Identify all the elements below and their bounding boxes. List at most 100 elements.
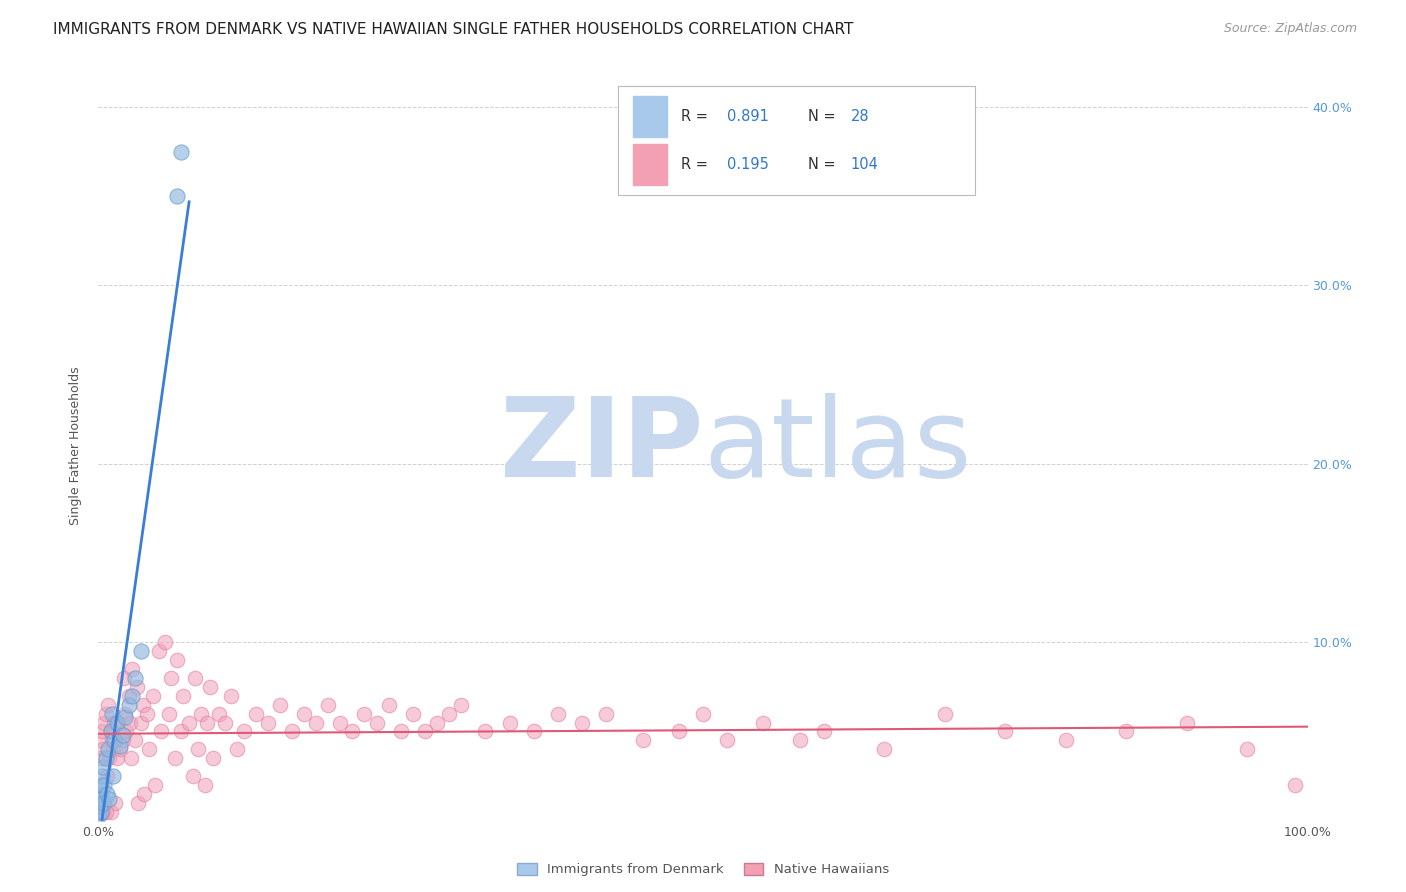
Point xyxy=(93,778,115,792)
Point xyxy=(1284,778,1306,792)
Text: R =: R = xyxy=(682,109,713,124)
Point xyxy=(135,706,157,721)
Point xyxy=(226,742,249,756)
Point xyxy=(813,724,835,739)
Text: 28: 28 xyxy=(851,109,869,124)
Point xyxy=(90,778,112,792)
Text: ZIP: ZIP xyxy=(499,392,703,500)
Text: 0.195: 0.195 xyxy=(727,157,769,172)
Point xyxy=(150,724,173,739)
Point xyxy=(873,742,896,756)
Point xyxy=(413,724,436,739)
Point xyxy=(96,769,118,783)
Point xyxy=(132,698,155,712)
Point xyxy=(112,671,135,685)
Point xyxy=(402,706,425,721)
Point xyxy=(305,715,328,730)
Point xyxy=(118,689,141,703)
Point xyxy=(1054,733,1077,747)
Point xyxy=(208,706,231,721)
Point xyxy=(631,733,654,747)
Point xyxy=(121,662,143,676)
Point xyxy=(89,733,111,747)
Legend: Immigrants from Denmark, Native Hawaiians: Immigrants from Denmark, Native Hawaiian… xyxy=(512,857,894,881)
Point xyxy=(108,739,131,753)
Point xyxy=(179,715,201,730)
Point xyxy=(104,796,127,810)
Point xyxy=(91,760,114,774)
Point xyxy=(100,724,122,739)
Point xyxy=(198,680,221,694)
Point xyxy=(91,792,114,806)
Point xyxy=(107,715,129,730)
Point xyxy=(450,698,472,712)
Point xyxy=(547,706,569,721)
Point xyxy=(114,706,136,721)
Point xyxy=(124,671,146,685)
Point xyxy=(366,715,388,730)
Point xyxy=(389,724,412,739)
Point xyxy=(111,733,134,747)
Point xyxy=(232,724,254,739)
Point xyxy=(124,733,146,747)
Point xyxy=(101,742,124,756)
Point xyxy=(934,706,956,721)
Point xyxy=(111,728,134,742)
Point xyxy=(692,706,714,721)
Point xyxy=(94,751,117,765)
Point xyxy=(292,706,315,721)
Point xyxy=(90,805,112,819)
Point xyxy=(157,706,180,721)
Text: N =: N = xyxy=(808,109,841,124)
Point xyxy=(91,805,114,819)
Point xyxy=(184,671,207,685)
Point xyxy=(281,724,304,739)
Point xyxy=(91,724,114,739)
Point xyxy=(108,742,131,756)
Point xyxy=(93,796,115,810)
Point xyxy=(98,751,121,765)
Point xyxy=(329,715,352,730)
Text: R =: R = xyxy=(682,157,713,172)
Point xyxy=(142,689,165,703)
Point xyxy=(127,796,149,810)
Point xyxy=(91,805,114,819)
Point xyxy=(169,724,191,739)
Point xyxy=(316,698,339,712)
Point xyxy=(256,715,278,730)
Point xyxy=(98,792,121,806)
Point xyxy=(118,698,141,712)
Point xyxy=(172,689,194,703)
Point xyxy=(121,689,143,703)
Point xyxy=(1115,724,1137,739)
FancyBboxPatch shape xyxy=(619,87,976,195)
Point xyxy=(127,680,149,694)
Point xyxy=(118,715,141,730)
Point xyxy=(94,805,117,819)
Point xyxy=(97,698,120,712)
Point xyxy=(160,671,183,685)
Point xyxy=(571,715,593,730)
Text: 104: 104 xyxy=(851,157,879,172)
Point xyxy=(166,653,188,667)
Point xyxy=(668,724,690,739)
Point xyxy=(103,733,125,747)
Text: N =: N = xyxy=(808,157,841,172)
Point xyxy=(221,689,243,703)
Point xyxy=(752,715,775,730)
Point xyxy=(100,724,122,739)
Text: 0.891: 0.891 xyxy=(727,109,769,124)
Point xyxy=(100,733,122,747)
Point xyxy=(91,805,114,819)
Point xyxy=(169,145,191,159)
Point xyxy=(523,724,546,739)
Point xyxy=(994,724,1017,739)
Point xyxy=(89,787,111,801)
Point xyxy=(202,751,225,765)
Point xyxy=(115,724,138,739)
Point xyxy=(187,742,209,756)
Point xyxy=(245,706,267,721)
Point xyxy=(103,715,125,730)
Point xyxy=(90,805,112,819)
Point xyxy=(105,715,128,730)
